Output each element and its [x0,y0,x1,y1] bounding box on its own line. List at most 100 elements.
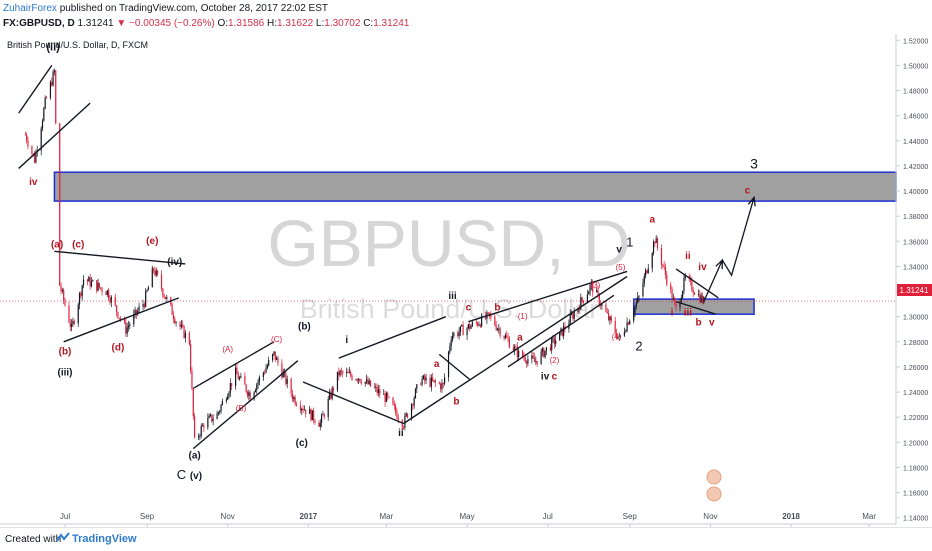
price-axis[interactable]: 1.52000 1.50000 1.48000 1.46000 1.44000 1.420… [896,38,928,523]
candle-body [311,410,313,421]
candle-body [106,290,108,295]
candle-body [245,384,247,392]
candle-body [27,140,29,147]
earnings-event-icon[interactable] [706,469,722,485]
candle-body [81,285,83,296]
candle-body [110,296,112,303]
watermark-description: British Pound/U.S. Dollar [300,294,599,324]
candle-body [98,282,100,288]
candle-body [277,357,279,364]
candle-body [331,387,333,399]
candle-body [405,413,407,416]
candle-body [487,312,489,314]
candle-body [180,324,182,327]
candle-body [283,372,286,374]
candle-body [586,294,589,303]
candle-body [355,379,357,381]
candle-body [336,371,339,391]
candle-body [191,370,193,389]
wave-label: (c) [72,240,84,251]
candle-body [92,280,94,282]
candle-body [72,320,74,324]
candle-body [160,274,163,289]
candle-body [207,417,209,428]
candle-body [190,344,192,371]
candle-body [627,322,630,325]
candle-body [481,315,483,327]
candle-body [451,335,454,341]
candle-body [115,305,118,312]
candle-body [561,328,563,336]
wave-label: b [453,397,459,408]
candle-body [356,379,358,381]
candle-body [339,370,341,376]
candle-body [601,304,603,306]
candle-body [262,372,264,378]
candle-body [77,304,79,324]
candle-body [151,268,153,288]
candle-body [495,325,497,330]
candle-body [285,372,287,384]
candle-body [143,304,145,307]
candle-body [597,290,599,295]
candle-body [560,328,562,332]
x-tick-label: 2018 [782,512,800,521]
candle-body [291,393,294,400]
candle-body [90,281,93,287]
time-axis[interactable]: Jul Sep Nov 2017 Mar May Jul Sep Nov 2018 Mar [60,512,876,528]
close-label: C: [363,18,374,29]
candle-body [532,355,534,358]
candle-body [376,386,378,393]
candle-body [367,379,369,385]
dividend-event-icon[interactable] [706,486,722,502]
candle-body [340,370,343,372]
y-tick-label: 1.24000 [903,390,928,397]
candle-body [272,354,274,361]
event-icons[interactable] [706,469,722,502]
candle-body [434,380,436,383]
author-link[interactable]: ZuhairForex [3,3,57,14]
candle-body [117,312,119,318]
candle-body [164,296,167,299]
candle-body [629,320,631,325]
candle-body [619,335,622,337]
candle-body [359,378,361,382]
candle-body [443,377,446,384]
candle-body [216,413,218,420]
candle-body [31,146,33,154]
wave-label: (iv) [167,257,182,268]
candle-body [410,404,413,418]
candle-body [610,316,612,321]
candle-body [80,293,82,296]
candle-body [342,371,344,374]
y-tick-label: 1.34000 [903,264,928,271]
candle-body [693,293,696,295]
candle-body [682,291,684,298]
candle-body [666,274,668,285]
candle-body [101,288,103,292]
candle-body [274,351,276,360]
tradingview-brand[interactable]: TradingView [72,533,137,545]
y-tick-label: 1.18000 [903,465,928,472]
x-tick-label: Mar [862,512,876,521]
candle-body [209,414,212,416]
candle-body [237,374,239,380]
wave-label: (2) [549,356,559,365]
wave-label: c [466,302,472,313]
candle-body [127,325,130,328]
candle-body [506,335,508,338]
candle-body [305,409,307,414]
candle-body [314,420,316,423]
trendline [192,341,275,389]
candle-body [295,404,298,406]
candle-body [549,347,551,351]
wave-label: (e) [146,236,158,247]
candle-body [163,295,165,297]
candle-body [358,378,360,381]
candle-body [135,309,138,315]
candle-body [227,396,229,400]
candle-body [373,386,376,388]
candle-body [527,359,529,364]
candle-body [703,296,705,303]
